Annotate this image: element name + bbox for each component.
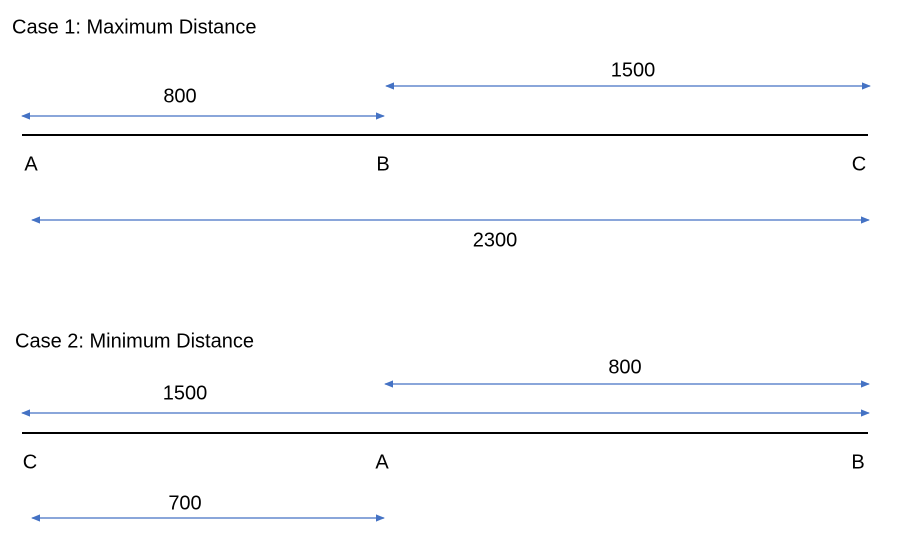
distance-label: 1500 (163, 382, 208, 404)
case-title: Case 1: Maximum Distance (12, 16, 257, 38)
point-label: A (375, 451, 389, 473)
distance-label: 800 (163, 85, 196, 107)
distance-label: 2300 (473, 229, 518, 251)
point-label: C (852, 153, 866, 175)
distance-label: 800 (608, 356, 641, 378)
distance-label: 1500 (611, 59, 656, 81)
distance-label: 700 (168, 492, 201, 514)
point-label: B (851, 451, 864, 473)
point-label: B (376, 153, 389, 175)
case-title: Case 2: Minimum Distance (15, 330, 254, 352)
point-label: C (23, 451, 37, 473)
point-label: A (24, 153, 38, 175)
